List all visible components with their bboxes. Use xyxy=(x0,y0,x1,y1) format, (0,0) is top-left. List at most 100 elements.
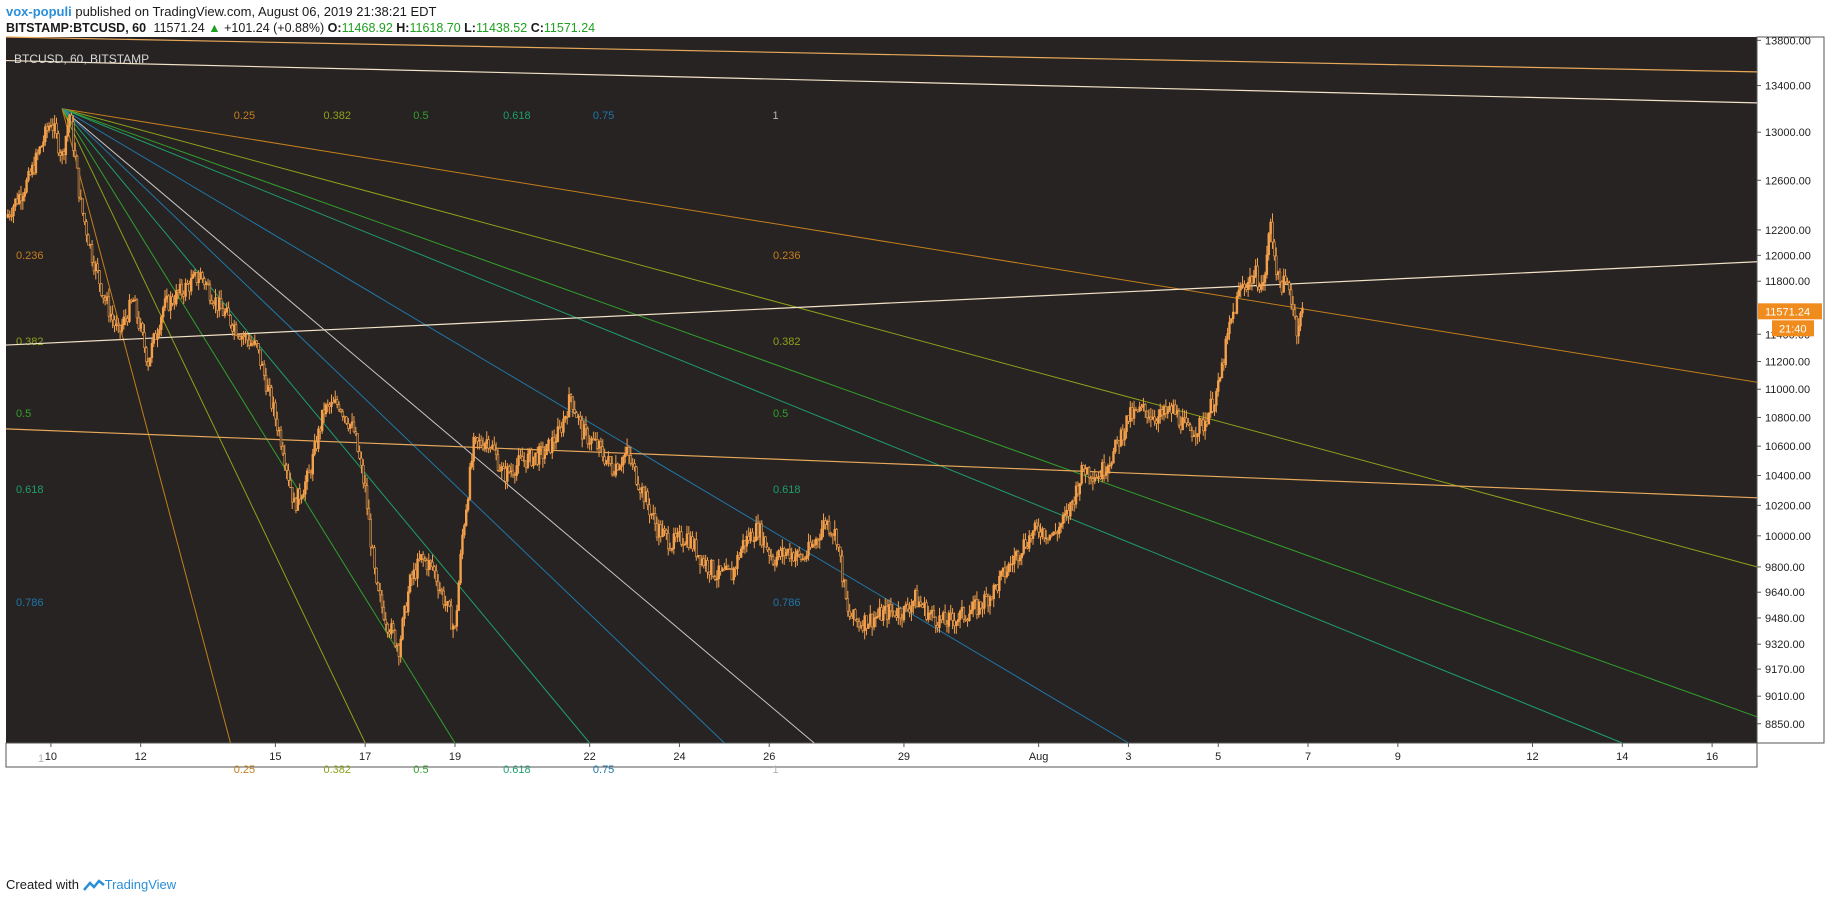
candle-body xyxy=(36,152,40,155)
candle-body xyxy=(921,604,924,608)
candle-body xyxy=(665,529,668,534)
candle-body xyxy=(326,404,329,406)
candle-body xyxy=(231,325,234,332)
candle-body xyxy=(668,548,672,551)
candle-body xyxy=(1080,465,1083,484)
countdown-tag xyxy=(1772,320,1814,337)
candle-body xyxy=(1082,465,1085,470)
candle-body xyxy=(53,123,56,131)
candle-body xyxy=(760,523,763,546)
candle-body xyxy=(584,424,588,430)
candle-body xyxy=(781,548,784,557)
candle-body xyxy=(360,457,363,466)
candle-body xyxy=(799,554,803,560)
candle-body xyxy=(1050,534,1053,537)
trendlines[interactable] xyxy=(5,36,1758,499)
candle-body xyxy=(234,324,238,336)
candle-body xyxy=(620,464,623,467)
candle-body xyxy=(277,429,281,432)
candle-body xyxy=(229,314,232,326)
candle-body xyxy=(872,618,876,628)
candle-body xyxy=(279,429,283,447)
candle-body xyxy=(259,349,262,366)
time-axis[interactable] xyxy=(5,742,1758,768)
candle-body xyxy=(1065,510,1068,514)
candle-body xyxy=(165,295,169,300)
candle-body xyxy=(790,552,793,559)
candle-body xyxy=(408,574,412,593)
fan-ray-0.5 xyxy=(61,108,1758,718)
candle-body xyxy=(992,585,995,600)
candle-body xyxy=(363,482,367,487)
candle-body xyxy=(21,196,25,202)
candle-body xyxy=(227,307,230,316)
candle-body xyxy=(446,601,449,605)
candle-body xyxy=(302,493,305,498)
candle-body xyxy=(998,575,1001,591)
candle-body xyxy=(1043,528,1046,539)
candle-body xyxy=(175,290,178,305)
candle-body xyxy=(1220,362,1224,379)
candle-body xyxy=(1110,462,1113,466)
candle-body xyxy=(1183,417,1186,419)
candle-body xyxy=(640,487,644,494)
plot-area[interactable] xyxy=(6,37,1757,743)
fan-ray-0.382 xyxy=(61,108,366,744)
candle-body xyxy=(788,548,792,559)
candle-body xyxy=(1284,275,1287,282)
fib-speed-fan[interactable]: 0.25 0.25 0.382 0.382 0.5 0.5 0.618 0.618 0.75 0.… xyxy=(16,108,1758,776)
candle-body xyxy=(283,453,286,466)
author-link[interactable]: vox-populi xyxy=(6,4,72,19)
candle-body xyxy=(309,472,313,475)
candle-body xyxy=(55,123,58,134)
candle-body xyxy=(1286,281,1289,283)
candle-body xyxy=(92,262,96,272)
candle-body xyxy=(380,594,384,608)
candle-body xyxy=(1086,467,1089,475)
candle-body xyxy=(152,333,155,344)
candle-body xyxy=(412,569,416,579)
candle-body xyxy=(427,560,430,570)
candle-body xyxy=(988,596,992,607)
candle-body xyxy=(322,409,326,415)
candle-body xyxy=(592,438,595,440)
candle-body xyxy=(595,439,599,449)
candle-body xyxy=(844,579,848,599)
fan-time-label-bottom: 0.618 xyxy=(503,764,531,776)
candle-body xyxy=(732,567,735,581)
candle-body xyxy=(927,612,930,620)
candle-body xyxy=(1102,462,1106,476)
candle-body xyxy=(708,571,711,575)
candle-body xyxy=(17,194,21,204)
candle-body xyxy=(985,594,988,597)
candle-body xyxy=(233,324,236,332)
open-label: O: xyxy=(327,21,342,35)
price-axis[interactable] xyxy=(1756,36,1825,744)
candle-body xyxy=(1074,485,1078,505)
candle-body xyxy=(463,525,466,536)
candle-body xyxy=(296,488,300,511)
candle-body xyxy=(1076,485,1080,495)
candle-body xyxy=(1000,571,1003,577)
candle-body xyxy=(547,439,550,445)
fan-ray-0.786 xyxy=(61,108,1129,744)
candle-body xyxy=(272,402,275,409)
candle-body xyxy=(558,426,561,429)
candle-body xyxy=(829,532,833,535)
fan-time-label-bottom: 1 xyxy=(772,764,778,776)
tradingview-brand[interactable]: TradingView xyxy=(104,877,177,892)
candle-body xyxy=(1054,531,1057,534)
candle-body xyxy=(545,443,548,456)
candle-body xyxy=(912,600,915,607)
candle-body xyxy=(195,272,199,283)
candle-body xyxy=(537,446,541,465)
symbol-label: BITSTAMP:BTCUSD, 60 xyxy=(6,21,147,35)
candle-body xyxy=(429,560,432,563)
candle-body xyxy=(476,437,479,442)
candle-body xyxy=(573,409,576,414)
candle-body xyxy=(543,454,546,459)
candle-body xyxy=(764,536,767,548)
candle-body xyxy=(1035,522,1038,527)
candle-body xyxy=(904,604,908,607)
